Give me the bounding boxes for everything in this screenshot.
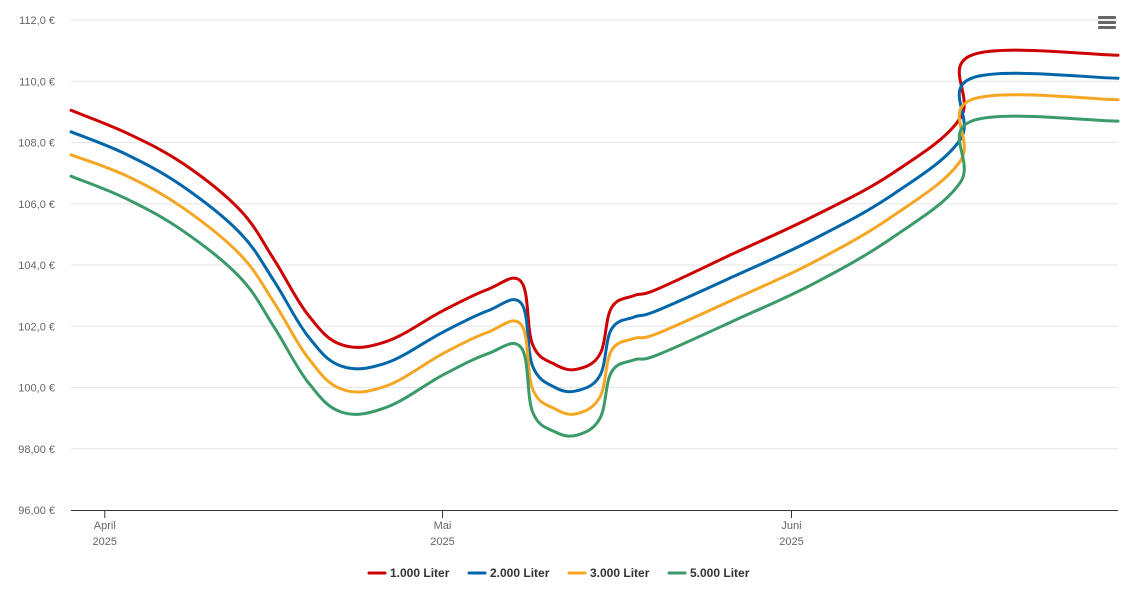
legend-label: 2.000 Liter xyxy=(490,566,550,580)
legend-item[interactable]: 1.000 Liter xyxy=(367,566,450,580)
y-tick-label: 108,0 € xyxy=(18,138,55,150)
legend-item[interactable]: 3.000 Liter xyxy=(567,566,650,580)
series-line[interactable] xyxy=(69,93,1120,416)
legend-item[interactable]: 5.000 Liter xyxy=(667,566,750,580)
series-line[interactable] xyxy=(69,71,1120,394)
legend-label: 3.000 Liter xyxy=(590,566,650,580)
x-tick-month: April xyxy=(94,520,116,532)
series-line[interactable] xyxy=(69,48,1120,372)
legend-label: 5.000 Liter xyxy=(690,566,750,580)
y-tick-label: 106,0 € xyxy=(18,199,55,211)
y-tick-label: 100,0 € xyxy=(18,383,55,395)
x-tick-month: Mai xyxy=(434,520,452,532)
y-tick-label: 98,00 € xyxy=(18,444,55,456)
y-tick-label: 102,0 € xyxy=(18,321,55,333)
y-tick-label: 112,0 € xyxy=(19,15,55,27)
y-tick-label: 110,0 € xyxy=(19,76,55,88)
hamburger-menu-icon[interactable] xyxy=(1094,10,1120,34)
series-line[interactable] xyxy=(69,114,1120,438)
x-axis: April 2025 Mai 2025 Juni 2025 xyxy=(71,510,1118,548)
y-tick-label: 96,00 € xyxy=(18,505,55,517)
x-tick-year: 2025 xyxy=(93,536,117,548)
grid-layer xyxy=(71,19,1118,450)
x-tick-year: 2025 xyxy=(779,536,803,548)
x-tick-month: Juni xyxy=(781,520,801,532)
series-layer xyxy=(69,48,1120,438)
legend: 1.000 Liter 2.000 Liter 3.000 Liter 5.000 L… xyxy=(367,566,750,580)
legend-label: 1.000 Liter xyxy=(390,566,450,580)
y-tick-label: 104,0 € xyxy=(18,260,55,272)
y-axis: 96,00 € 98,00 € 100,0 € 102,0 € 104,0 € 106,0… xyxy=(18,15,55,517)
x-tick-year: 2025 xyxy=(430,536,454,548)
legend-item[interactable]: 2.000 Liter xyxy=(467,566,550,580)
